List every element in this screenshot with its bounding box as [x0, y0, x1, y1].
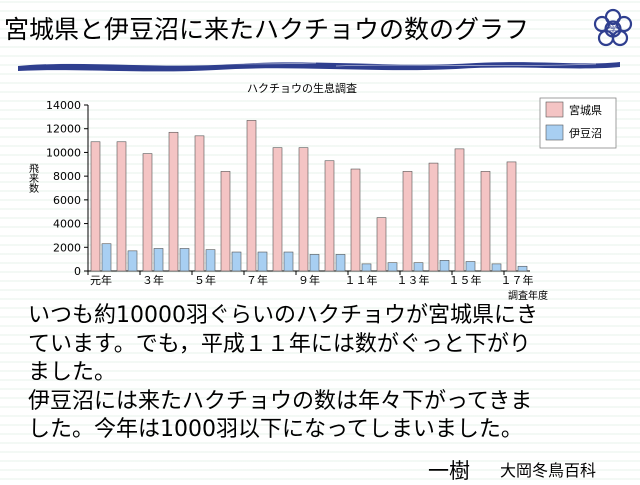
- y-tick-label: 14000: [46, 99, 81, 112]
- bar-izunuma: [387, 262, 398, 272]
- bar-miyagi: [480, 171, 491, 272]
- bar-izunuma: [491, 263, 502, 272]
- x-tick-label: ９年: [298, 273, 320, 287]
- bar-izunuma: [309, 254, 320, 272]
- bar-miyagi: [324, 160, 335, 272]
- x-tick-label: 元年: [90, 273, 112, 287]
- x-axis-label: 調査年度: [508, 289, 548, 302]
- bar-miyagi: [272, 147, 283, 272]
- bar-izunuma: [127, 250, 138, 272]
- x-tick-label: ３年: [142, 273, 164, 287]
- y-tick-label: 12000: [46, 123, 81, 136]
- bar-miyagi: [194, 135, 205, 272]
- legend-swatch: [545, 101, 564, 118]
- bar-izunuma: [517, 265, 528, 272]
- body-text: いつも約10000羽ぐらいのハクチョウが宮城県にき ています。でも，平成１１年に…: [28, 302, 628, 445]
- author-name: 一樹: [428, 459, 470, 483]
- bar-izunuma: [205, 249, 216, 272]
- bar-izunuma: [413, 262, 424, 272]
- y-tick-label: 2000: [53, 241, 81, 254]
- body-line: ています。でも，平成１１年には数がぐっと下がり: [28, 331, 531, 357]
- bar-izunuma: [257, 251, 268, 272]
- y-tick-label: 10000: [46, 146, 81, 159]
- bar-miyagi: [90, 141, 101, 272]
- x-tick-label: ７年: [246, 273, 268, 287]
- bar-miyagi: [142, 153, 153, 272]
- x-tick-label: １１年: [345, 273, 378, 287]
- decorative-brush-stroke: [18, 62, 620, 72]
- bar-izunuma: [465, 261, 476, 272]
- bar-izunuma: [283, 251, 294, 272]
- x-tick-label: ５年: [194, 273, 216, 287]
- svg-text:学: 学: [608, 24, 617, 36]
- y-tick-label: 0: [74, 265, 81, 278]
- bar-miyagi: [116, 141, 127, 272]
- bar-miyagi: [376, 217, 387, 272]
- y-tick-label: 4000: [53, 218, 81, 231]
- legend-label: 宮城県: [569, 103, 602, 117]
- body-line: いつも約10000羽ぐらいのハクチョウが宮城県にき: [28, 303, 538, 328]
- bar-izunuma: [153, 248, 164, 272]
- legend-swatch: [545, 124, 564, 141]
- bar-izunuma: [361, 263, 372, 272]
- bar-miyagi: [246, 120, 257, 272]
- y-axis-label: 飛来数: [27, 163, 39, 194]
- body-line: 伊豆沼には来たハクチョウの数は年々下がってきま: [28, 388, 533, 414]
- x-tick-label: １５年: [449, 273, 482, 287]
- bar-izunuma: [231, 251, 242, 272]
- y-tick-label: 8000: [53, 170, 81, 183]
- bar-miyagi: [350, 168, 361, 272]
- x-tick-label: １７年: [501, 273, 534, 287]
- bar-miyagi: [506, 161, 517, 272]
- school-emblem-icon: 学: [593, 8, 633, 47]
- bar-miyagi: [220, 171, 231, 272]
- bar-izunuma: [335, 254, 346, 272]
- body-line: ました。: [28, 360, 117, 385]
- slide-title: 宮城県と伊豆沼に来たハクチョウの数のグラフ: [4, 15, 530, 44]
- y-tick-label: 6000: [53, 194, 81, 207]
- bar-miyagi: [428, 162, 439, 272]
- x-tick-label: １３年: [397, 273, 430, 287]
- swan-survey-chart: ハクチョウの生息調査 0 2000 4000 6000 8000 10000 12000 14…: [27, 81, 617, 302]
- bar-izunuma: [179, 248, 190, 272]
- bar-izunuma: [439, 260, 450, 272]
- bar-izunuma: [101, 243, 112, 272]
- bar-miyagi: [454, 148, 465, 272]
- bar-miyagi: [168, 131, 179, 272]
- bar-miyagi: [298, 147, 309, 272]
- bar-miyagi: [402, 171, 413, 272]
- body-line: した。今年は1000羽以下になってしまいました。: [28, 417, 523, 442]
- chart-title: ハクチョウの生息調査: [247, 81, 357, 95]
- legend-label: 伊豆沼: [569, 126, 602, 140]
- credit-text: 大岡冬鳥百科: [500, 461, 597, 480]
